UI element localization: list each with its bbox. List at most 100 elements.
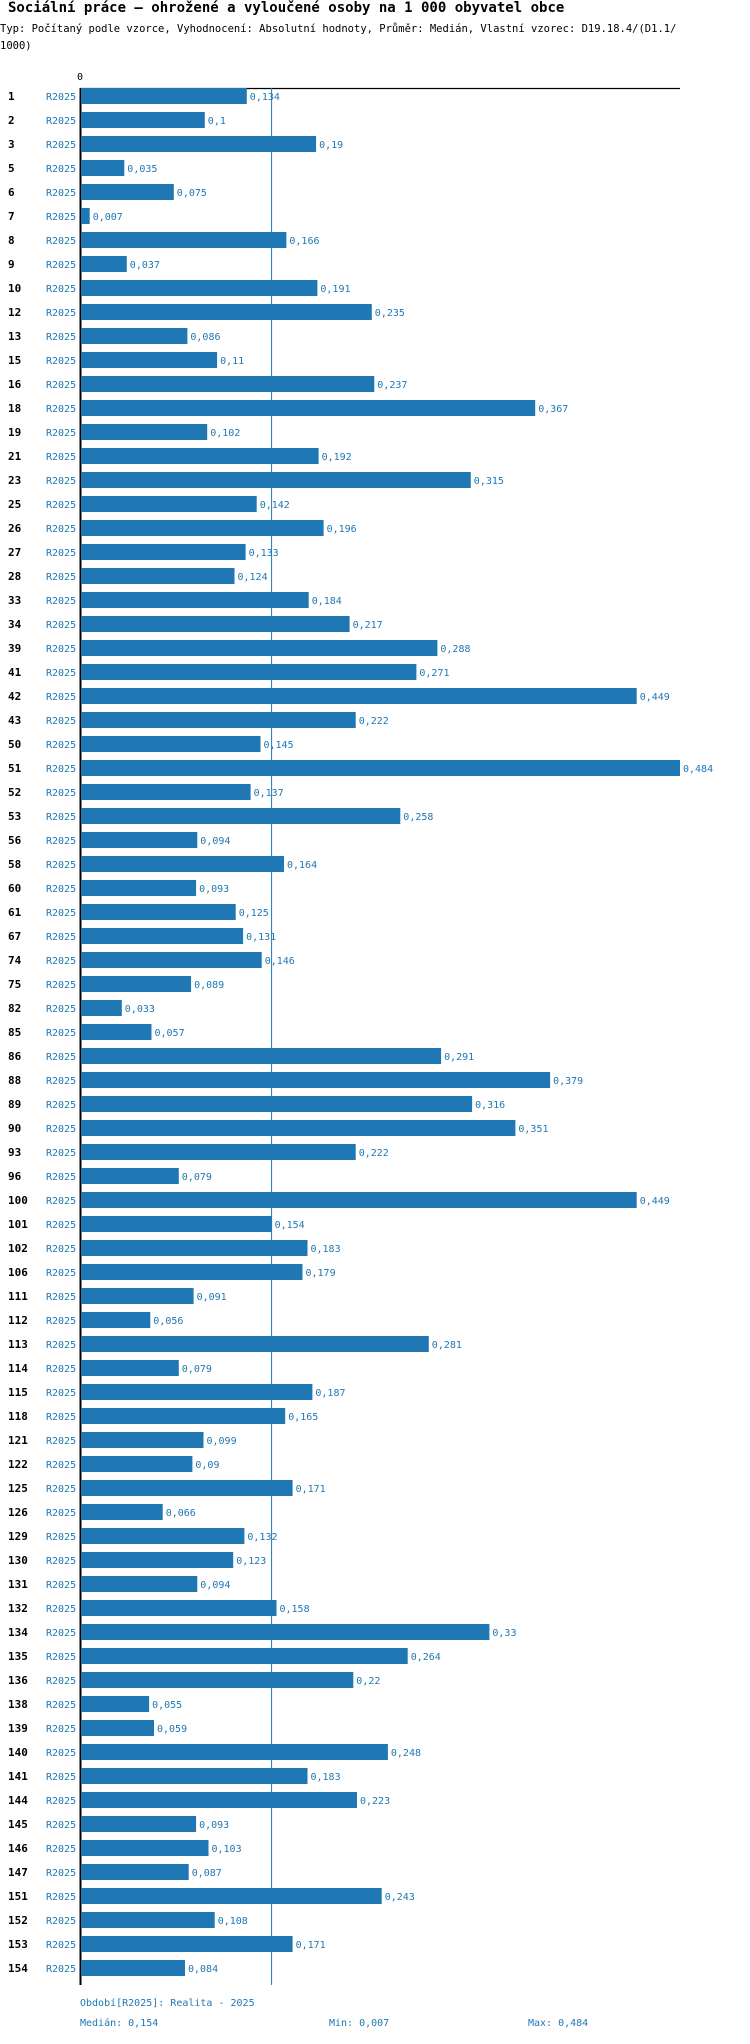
bar — [81, 1840, 209, 1856]
bar — [81, 1000, 122, 1016]
value-label: 0,137 — [254, 788, 284, 799]
series-label: R2025 — [46, 1868, 76, 1879]
series-label: R2025 — [46, 1148, 76, 1159]
series-label: R2025 — [46, 212, 76, 223]
bar — [81, 1912, 215, 1928]
value-label: 0,179 — [306, 1268, 336, 1279]
value-label: 0,108 — [218, 1916, 248, 1927]
value-label: 0,379 — [553, 1076, 583, 1087]
series-label: R2025 — [46, 1556, 76, 1567]
value-label: 0,035 — [127, 164, 157, 175]
series-label: R2025 — [46, 1004, 76, 1015]
bar — [81, 520, 324, 536]
series-label: R2025 — [46, 836, 76, 847]
value-label: 0,264 — [411, 1652, 441, 1663]
series-label: R2025 — [46, 1748, 76, 1759]
row-label: 112 — [8, 1314, 28, 1327]
row-label: 85 — [8, 1026, 21, 1039]
value-label: 0,089 — [194, 980, 224, 991]
series-label: R2025 — [46, 956, 76, 967]
row-label: 118 — [8, 1410, 28, 1423]
row-label: 15 — [8, 354, 21, 367]
row-label: 50 — [8, 738, 21, 751]
row-label: 8 — [8, 234, 15, 247]
value-label: 0,094 — [200, 1580, 230, 1591]
row-label: 75 — [8, 978, 21, 991]
series-label: R2025 — [46, 452, 76, 463]
row-label: 16 — [8, 378, 22, 391]
bar — [81, 640, 438, 656]
value-label: 0,057 — [155, 1028, 185, 1039]
row-label: 34 — [8, 618, 22, 631]
bar — [81, 1552, 234, 1568]
series-label: R2025 — [46, 1844, 76, 1855]
series-label: R2025 — [46, 380, 76, 391]
row-label: 43 — [8, 714, 21, 727]
bar — [81, 1816, 197, 1832]
series-label: R2025 — [46, 500, 76, 511]
series-label: R2025 — [46, 1796, 76, 1807]
value-label: 0,184 — [312, 596, 342, 607]
value-label: 0,367 — [538, 404, 568, 415]
value-label: 0,449 — [640, 1196, 670, 1207]
value-label: 0,132 — [247, 1532, 277, 1543]
row-label: 152 — [8, 1914, 28, 1927]
series-label: R2025 — [46, 1484, 76, 1495]
bar — [81, 1240, 308, 1256]
row-label: 13 — [8, 330, 21, 343]
series-label: R2025 — [46, 1940, 76, 1951]
row-label: 126 — [8, 1506, 28, 1519]
row-label: 5 — [8, 162, 15, 175]
bar — [81, 976, 192, 992]
series-label: R2025 — [46, 404, 76, 415]
value-label: 0,134 — [250, 92, 280, 103]
series-label: R2025 — [46, 1268, 76, 1279]
bar — [81, 1792, 357, 1808]
value-label: 0,103 — [212, 1844, 242, 1855]
bar — [81, 1144, 356, 1160]
row-label: 125 — [8, 1482, 28, 1495]
row-label: 61 — [8, 906, 22, 919]
bar — [81, 1048, 442, 1064]
row-label: 121 — [8, 1434, 28, 1447]
bar — [81, 256, 127, 272]
value-label: 0,033 — [125, 1004, 155, 1015]
value-label: 0,099 — [207, 1436, 237, 1447]
row-label: 154 — [8, 1962, 28, 1975]
row-label: 53 — [8, 810, 21, 823]
series-label: R2025 — [46, 1220, 76, 1231]
series-label: R2025 — [46, 1076, 76, 1087]
series-label: R2025 — [46, 980, 76, 991]
series-label: R2025 — [46, 1436, 76, 1447]
value-label: 0,187 — [315, 1388, 345, 1399]
series-label: R2025 — [46, 476, 76, 487]
value-label: 0,223 — [360, 1796, 390, 1807]
series-label: R2025 — [46, 1652, 76, 1663]
row-label: 151 — [8, 1890, 28, 1903]
series-label: R2025 — [46, 1292, 76, 1303]
row-label: 102 — [8, 1242, 28, 1255]
value-label: 0,196 — [327, 524, 357, 535]
bar — [81, 1384, 313, 1400]
bar — [81, 160, 125, 176]
value-label: 0,086 — [190, 332, 220, 343]
bar — [81, 1360, 179, 1376]
value-label: 0,258 — [403, 812, 433, 823]
value-label: 0,291 — [444, 1052, 474, 1063]
value-label: 0,217 — [353, 620, 383, 631]
bar — [81, 832, 198, 848]
series-label: R2025 — [46, 1460, 76, 1471]
value-label: 0,093 — [199, 1820, 229, 1831]
value-label: 0,222 — [359, 716, 389, 727]
value-label: 0,102 — [210, 428, 240, 439]
chart-subtitle: Typ: Počítaný podle vzorce, Vyhodnocení:… — [0, 23, 677, 52]
value-label: 0,171 — [296, 1484, 326, 1495]
row-label: 101 — [8, 1218, 28, 1231]
bar — [81, 136, 317, 152]
series-label: R2025 — [46, 1100, 76, 1111]
bar — [81, 1120, 516, 1136]
value-label: 0,33 — [492, 1628, 516, 1639]
value-label: 0,125 — [239, 908, 269, 919]
row-label: 122 — [8, 1458, 28, 1471]
bar — [81, 1576, 198, 1592]
